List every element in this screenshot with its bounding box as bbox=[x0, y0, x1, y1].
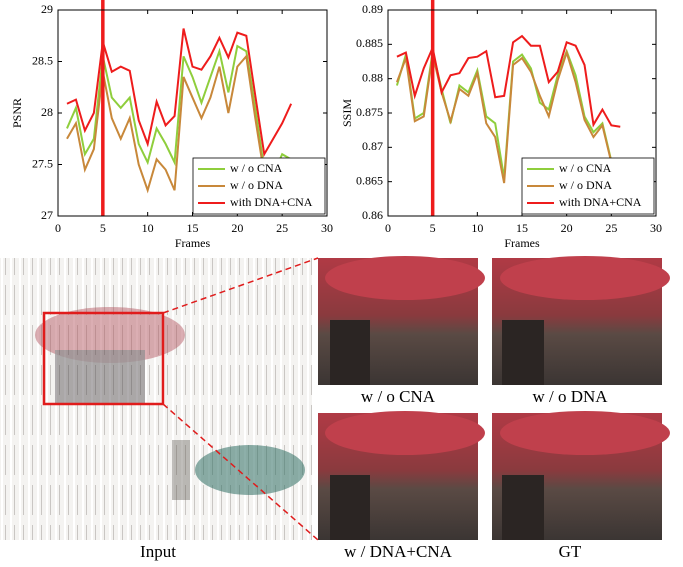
x-tick-label: 25 bbox=[276, 221, 288, 235]
x-axis-label: Frames bbox=[504, 236, 540, 250]
plot-frame bbox=[57, 9, 328, 217]
y-tick-label: 28.5 bbox=[32, 53, 53, 67]
y-tick-label: 0.86 bbox=[362, 208, 383, 222]
y-tick-label: 0.87 bbox=[362, 139, 383, 153]
x-tick-label: 10 bbox=[471, 221, 483, 235]
x-tick-label: 0 bbox=[55, 221, 61, 235]
x-tick-label: 15 bbox=[516, 221, 528, 235]
y-tick-label: 27 bbox=[41, 208, 53, 222]
y-tick-label: 0.875 bbox=[356, 105, 383, 119]
caption: w / o DNA bbox=[532, 387, 608, 406]
y-axis-label: SSIM bbox=[340, 99, 354, 127]
crop-image bbox=[318, 411, 485, 540]
crop-image bbox=[492, 256, 670, 385]
legend: w / o CNA w / o DNA with DNA+CNA bbox=[192, 157, 326, 215]
x-tick-label: 20 bbox=[231, 221, 243, 235]
legend-label: w / o DNA bbox=[230, 178, 283, 192]
crop-image bbox=[492, 411, 670, 540]
y-tick-label: 29 bbox=[41, 2, 53, 16]
x-axis-label: Frames bbox=[175, 236, 211, 250]
x-tick-label: 10 bbox=[142, 221, 154, 235]
y-tick-label: 0.88 bbox=[362, 70, 383, 84]
x-tick-label: 5 bbox=[100, 221, 106, 235]
x-tick-label: 20 bbox=[561, 221, 573, 235]
legend-label: w / o CNA bbox=[559, 161, 612, 175]
legend-label: with DNA+CNA bbox=[230, 195, 313, 209]
y-tick-label: 0.885 bbox=[356, 36, 383, 50]
x-tick-label: 25 bbox=[605, 221, 617, 235]
line-chart: 27 27.5 28 28.5 29 0 5 10 15 20 25 30 Frames PSNR w / … bbox=[10, 0, 333, 250]
crop-panels bbox=[318, 256, 670, 540]
legend-label: w / o CNA bbox=[230, 161, 283, 175]
crop-image bbox=[318, 256, 485, 385]
x-tick-label: 5 bbox=[430, 221, 436, 235]
zoom-guide bbox=[162, 403, 319, 541]
caption: Input bbox=[140, 542, 176, 561]
y-tick-label: 0.865 bbox=[356, 173, 383, 187]
input-image bbox=[0, 258, 312, 540]
x-tick-label: 30 bbox=[650, 221, 662, 235]
legend: w / o CNA w / o DNA with DNA+CNA bbox=[521, 157, 655, 215]
line-chart: 0.86 0.865 0.87 0.875 0.88 0.885 0.89 0 5 10 15 20 2… bbox=[340, 0, 662, 250]
caption: w / DNA+CNA bbox=[344, 542, 453, 561]
caption: w / o CNA bbox=[361, 387, 436, 406]
y-axis-label: PSNR bbox=[10, 98, 24, 128]
y-tick-label: 28 bbox=[41, 105, 53, 119]
caption: GT bbox=[559, 542, 582, 561]
legend-label: with DNA+CNA bbox=[559, 195, 642, 209]
x-tick-label: 30 bbox=[321, 221, 333, 235]
plot-frame bbox=[387, 9, 657, 217]
x-tick-label: 15 bbox=[187, 221, 199, 235]
zoom-guide bbox=[162, 257, 319, 314]
x-tick-label: 0 bbox=[385, 221, 391, 235]
legend-label: w / o DNA bbox=[559, 178, 612, 192]
y-tick-label: 27.5 bbox=[32, 156, 53, 170]
y-tick-label: 0.89 bbox=[362, 2, 383, 16]
